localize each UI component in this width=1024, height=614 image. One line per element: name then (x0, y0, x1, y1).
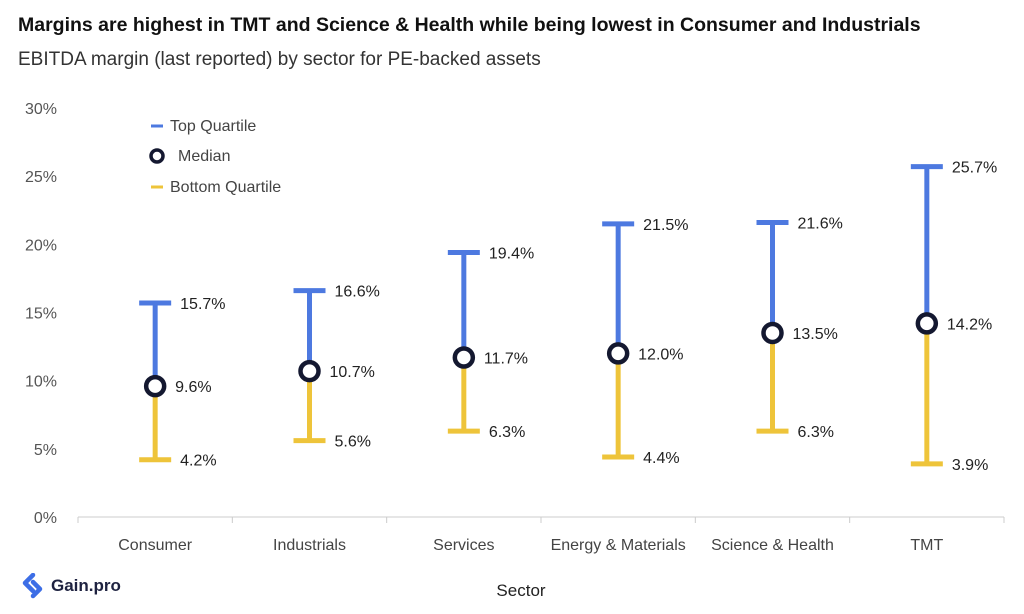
legend: Top Quartile Median Bottom Quartile (149, 118, 281, 196)
bottom-quartile-label: 6.3% (489, 424, 525, 441)
median-marker (761, 321, 784, 345)
x-axis-label: Sector (496, 581, 545, 600)
top-quartile-label: 25.7% (952, 160, 997, 177)
y-tick-label: 30% (25, 101, 57, 118)
bottom-quartile-label: 6.3% (798, 424, 834, 441)
y-tick-label: 5% (34, 442, 57, 459)
median-marker (298, 359, 321, 383)
median-label: 14.2% (947, 316, 992, 333)
median-marker (143, 374, 167, 398)
y-axis: 0% 5% 10% 15% 20% 25% 30% (25, 101, 57, 527)
legend-label-median: Median (178, 148, 230, 165)
top-quartile-label: 19.4% (489, 246, 534, 263)
category-label: Science & Health (711, 537, 834, 554)
plot-area: 15.7% 9.6% 4.2% Consumer 16.6% 10.7% 5.6% Indus… (118, 160, 997, 554)
legend-label-bottom: Bottom Quartile (170, 179, 281, 196)
y-tick-label: 20% (25, 237, 57, 254)
category-label: Consumer (118, 537, 192, 554)
median-marker (606, 342, 630, 365)
category-label: Services (433, 537, 494, 554)
median-marker (452, 346, 476, 369)
chart-title: Margins are highest in TMT and Science &… (18, 14, 921, 36)
bottom-quartile-label: 4.4% (643, 450, 679, 467)
median-label: 12.0% (638, 346, 683, 363)
median-label: 13.5% (793, 326, 838, 343)
y-tick-label: 15% (25, 306, 57, 323)
y-tick-label: 10% (25, 374, 57, 391)
median-label: 10.7% (330, 364, 375, 381)
bottom-quartile-label: 4.2% (180, 453, 216, 470)
legend-label-top: Top Quartile (170, 118, 256, 135)
category-label: Energy & Materials (551, 537, 686, 554)
brand-logo: Gain.pro (20, 573, 121, 599)
category-label: Industrials (273, 537, 346, 554)
top-quartile-label: 15.7% (180, 296, 225, 313)
top-quartile-label: 21.6% (798, 216, 843, 233)
bottom-quartile-label: 5.6% (335, 434, 371, 451)
median-label: 11.7% (484, 350, 528, 367)
y-tick-label: 0% (34, 510, 57, 527)
category-label: TMT (910, 537, 943, 554)
gain-logo-icon (22, 573, 43, 599)
brand-name: Gain.pro (51, 576, 121, 595)
chart-subtitle: EBITDA margin (last reported) by sector … (18, 49, 541, 70)
bottom-quartile-label: 3.9% (952, 457, 988, 474)
median-marker (915, 312, 939, 335)
top-quartile-label: 16.6% (335, 284, 380, 301)
top-quartile-label: 21.5% (643, 217, 688, 234)
legend-swatch-median (149, 148, 165, 164)
y-tick-label: 25% (25, 169, 57, 186)
median-label: 9.6% (175, 379, 211, 396)
